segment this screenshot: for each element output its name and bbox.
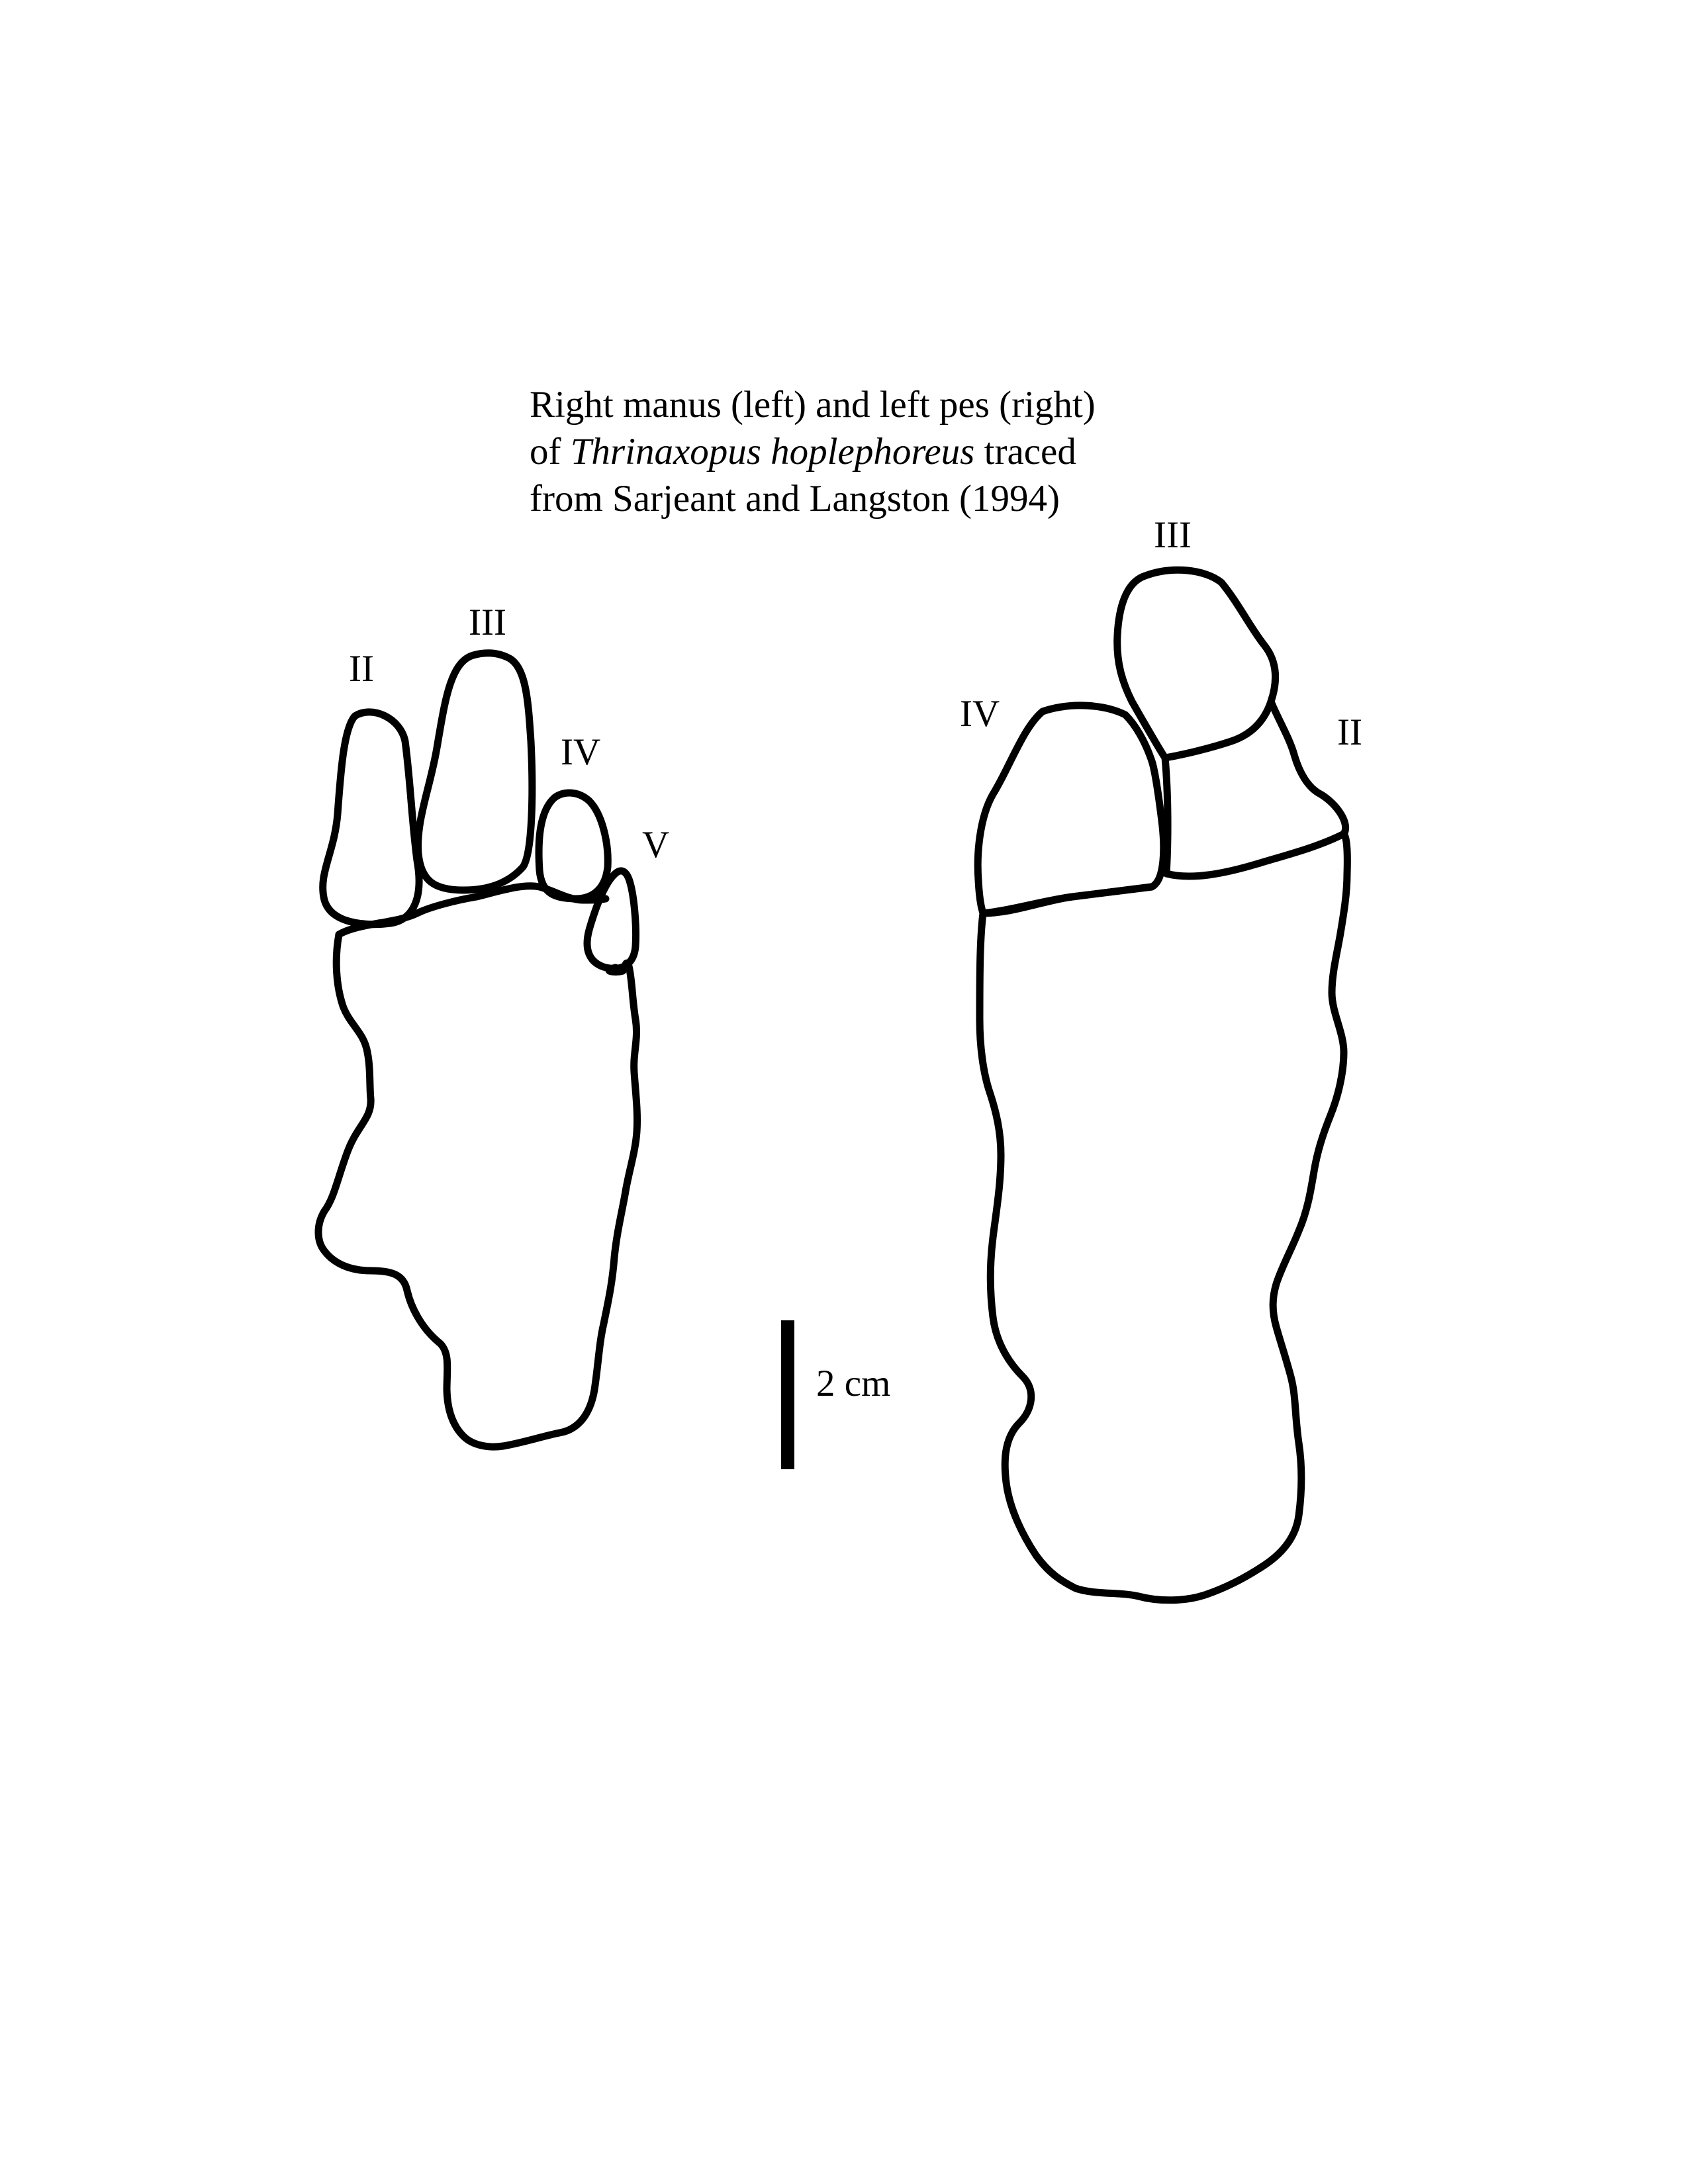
caption-line-2-prefix: of — [530, 431, 571, 473]
manus-digit-iii-pad — [414, 649, 536, 894]
manus-digit-label-v: V — [642, 824, 670, 866]
manus-digit-v-pad — [583, 867, 640, 972]
pes-digit-label-iii: III — [1154, 514, 1192, 556]
manus-digit-label-iv: IV — [561, 731, 601, 773]
figure-caption: Right manus (left) and left pes (right) … — [530, 381, 1096, 522]
manus-digit-label-ii: II — [349, 648, 374, 690]
caption-line-2: of Thrinaxopus hoplephoreus traced — [530, 428, 1096, 475]
left-pes-outline — [974, 566, 1351, 1604]
scale-bar-label: 2 cm — [816, 1363, 891, 1404]
pes-sole-top-edge — [979, 883, 1156, 917]
pes-digit-iv-pad — [974, 702, 1168, 917]
caption-line-1: Right manus (left) and left pes (right) — [530, 384, 1096, 426]
right-manus-outline — [314, 649, 641, 1451]
species-name: Thrinaxopus hoplephoreus — [570, 431, 975, 473]
manus-digit-label-iii: III — [469, 602, 506, 643]
manus-digit-iv-pad — [535, 789, 612, 903]
manus-digit-ii-pad — [319, 708, 423, 929]
caption-line-2-suffix: traced — [974, 431, 1076, 473]
pes-digit-label-iv: IV — [960, 693, 1000, 735]
pes-digit-iii-pad — [1113, 566, 1280, 762]
manus-palm-pad — [314, 931, 641, 1451]
caption-line-3: from Sarjeant and Langston (1994) — [530, 478, 1060, 520]
pes-digit-label-ii: II — [1337, 711, 1362, 753]
pes-sole-pad — [976, 830, 1351, 1604]
pes-digit-ii-pad — [1161, 698, 1350, 880]
scale-bar — [781, 1320, 794, 1469]
manus-palm-top-edge — [335, 882, 610, 938]
